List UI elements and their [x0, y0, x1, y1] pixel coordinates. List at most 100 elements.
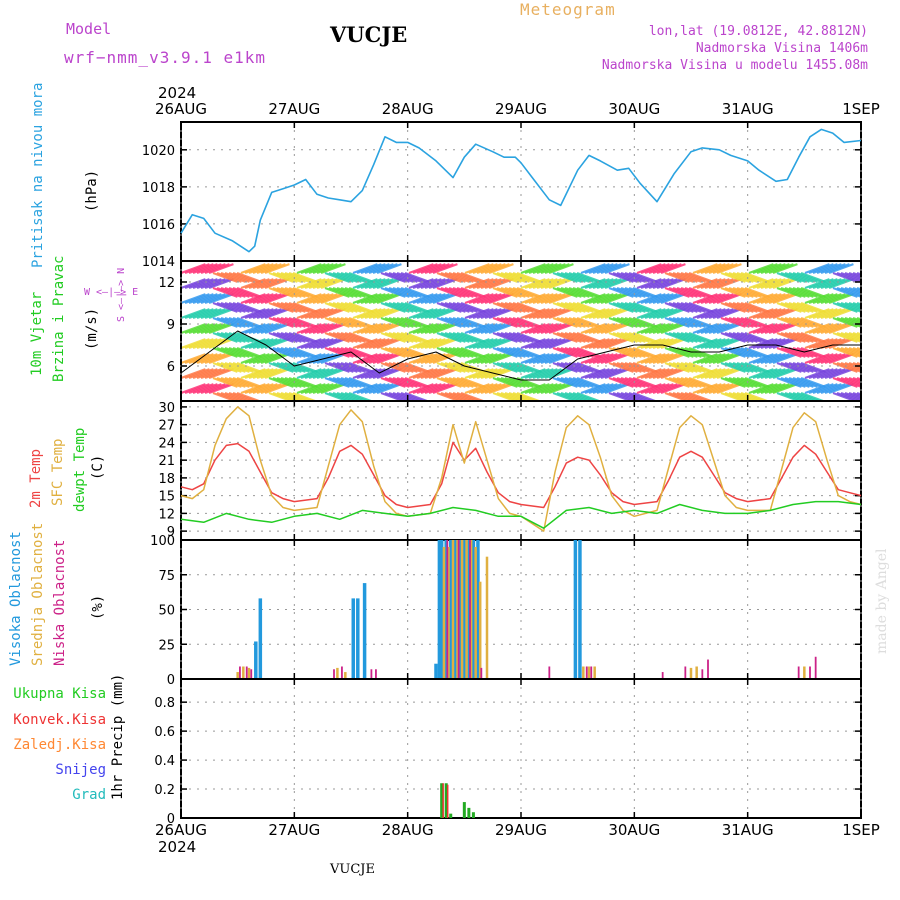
wind-barb [488, 278, 514, 290]
wind-barb [732, 301, 758, 313]
wind-barb [312, 338, 338, 350]
wind-barb [764, 368, 790, 380]
wind-barb [276, 346, 302, 358]
wind-barb [240, 323, 266, 335]
wind-barb [464, 338, 490, 350]
precip-snow-label: Snijeg [55, 762, 106, 778]
wind-barb [412, 338, 438, 350]
wind-barb [672, 301, 698, 313]
wind-barb [724, 316, 750, 328]
wind-barb [344, 271, 370, 283]
wind-barb [600, 383, 626, 395]
cloud-low-bar [661, 672, 664, 679]
wind-barb [504, 301, 530, 313]
wind-barb [356, 278, 382, 290]
wind-barb [656, 278, 682, 290]
wind-barb [184, 353, 210, 365]
wind-barb [364, 368, 390, 380]
wind-barb [212, 301, 238, 313]
wind-barb [252, 338, 278, 350]
wind-barb [304, 323, 330, 335]
wind-barb [248, 308, 274, 320]
wind-barb [640, 308, 666, 320]
wind-barb [452, 376, 478, 388]
wind-barb [748, 308, 774, 320]
wind-barb [524, 263, 550, 275]
wind-barb [356, 323, 382, 335]
wind-barb [200, 323, 226, 335]
precip-total-label: Ukupna Kisa [13, 686, 106, 702]
wind-barb [600, 338, 626, 350]
wind-barb [188, 368, 214, 380]
wind-barb [692, 338, 718, 350]
wind-barb [388, 301, 414, 313]
wind-barb [584, 383, 610, 395]
wind-barb [244, 278, 270, 290]
wind-barb [216, 376, 242, 388]
wind-barb [748, 338, 774, 350]
wind-barb [832, 346, 858, 358]
wind-barb [584, 338, 610, 350]
wind-barb [820, 323, 846, 335]
wind-barb [504, 361, 530, 373]
wind-barb [660, 278, 686, 290]
wind-barb [432, 308, 458, 320]
wind-barb [644, 368, 670, 380]
wind-barb [672, 286, 698, 298]
wind-barb [320, 368, 346, 380]
wind-barb [428, 338, 454, 350]
wind-barb [412, 278, 438, 290]
cloud-mid-bar [593, 666, 596, 679]
wind-barb [648, 323, 674, 335]
wind-barb [736, 301, 762, 313]
wind-barb [296, 353, 322, 365]
wind-barb [188, 293, 214, 305]
wind-barb [580, 338, 606, 350]
wind-barb [528, 338, 554, 350]
wind-barb [272, 361, 298, 373]
wind-barb [232, 286, 258, 298]
wind-barb [408, 353, 434, 365]
wind-barb [796, 361, 822, 373]
wind-barb [416, 383, 442, 395]
wind-barb [204, 368, 230, 380]
wind-barb [776, 316, 802, 328]
wind-barb [380, 316, 406, 328]
wind-barb [252, 353, 278, 365]
wind-barb [380, 376, 406, 388]
wind-barb [840, 391, 861, 401]
wind-barb [672, 361, 698, 373]
wind-barb [792, 316, 818, 328]
wind-barb [224, 301, 250, 313]
cloud-mid-bar [582, 666, 585, 679]
wind-barb [776, 361, 802, 373]
wind-barb [380, 361, 406, 373]
wind-barb [624, 286, 650, 298]
wind-barb [440, 376, 466, 388]
wind-barb [800, 316, 826, 328]
wind-barb [824, 293, 850, 305]
wind-barb [288, 376, 314, 388]
wind-barb [672, 331, 698, 343]
wind-barb [684, 301, 710, 313]
wind-barb [532, 308, 558, 320]
precip-hail-label: Grad [72, 787, 106, 803]
wind-barb [452, 361, 478, 373]
wind-barb [740, 376, 766, 388]
wind-barb [324, 361, 350, 373]
wind-barb [760, 353, 786, 365]
wind-barb [496, 331, 522, 343]
model-name: wrf−nmm_v3.9.1 e1km [64, 48, 267, 67]
wind-barb [236, 376, 262, 388]
wind-barb [748, 353, 774, 365]
wind-barb [652, 263, 678, 275]
wind-barb [568, 286, 594, 298]
wind-barb [704, 293, 730, 305]
wind-barb [564, 346, 590, 358]
wind-barb [196, 323, 222, 335]
wind-barb [256, 353, 282, 365]
wind-barb [816, 353, 842, 365]
wind-barb [752, 323, 778, 335]
wind-barb [352, 323, 378, 335]
wind-barb [556, 301, 582, 313]
